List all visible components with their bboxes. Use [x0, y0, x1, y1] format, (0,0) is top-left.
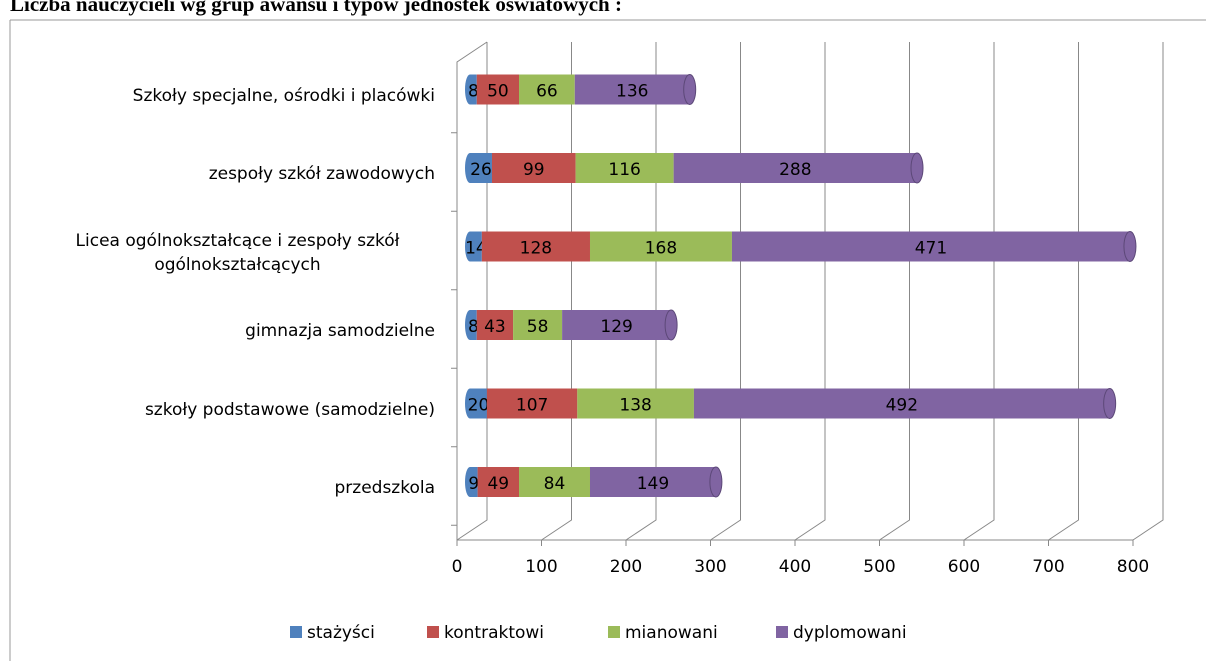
grid-line: [1132, 42, 1164, 541]
value-label: 129: [600, 317, 632, 337]
x-tick-label: 600: [948, 557, 980, 577]
value-label: 50: [487, 82, 509, 102]
bar-segment: [562, 310, 672, 340]
value-label: 136: [616, 82, 648, 102]
bar-cap-start: [465, 74, 475, 105]
value-label: 84: [544, 474, 566, 494]
bar-cap-end: [1123, 231, 1137, 262]
value-label: 43: [484, 317, 506, 337]
bar-segment: [470, 231, 482, 262]
bar-segment: [491, 153, 576, 183]
value-label: 9: [468, 474, 479, 494]
x-tick-label: 200: [610, 557, 642, 577]
grid-line: [541, 42, 572, 541]
legend-swatch: [290, 626, 302, 638]
value-label: 107: [516, 396, 548, 416]
x-tick-label: 500: [863, 557, 895, 577]
grid-line: [456, 42, 488, 541]
value-label: 8: [468, 317, 479, 337]
bar-segment: [589, 231, 732, 262]
x-tick-label: 300: [694, 557, 726, 577]
value-label: 492: [886, 396, 918, 416]
legend-swatch: [427, 626, 439, 638]
value-label: 8: [468, 82, 479, 102]
bar-segment: [693, 388, 1110, 419]
value-label: 138: [619, 396, 651, 416]
y-tick-label: przedszkola: [334, 478, 435, 498]
value-label: 471: [915, 239, 947, 259]
bar-cap-end: [709, 466, 723, 498]
value-label: 288: [779, 160, 811, 180]
grid-line: [1048, 42, 1079, 541]
legend-label: kontraktowi: [444, 623, 544, 643]
y-tick-label: szkoły podstawowe (samodzielne): [144, 399, 435, 420]
bar-segment: [519, 74, 575, 105]
grid-line: [879, 42, 910, 541]
legend-label: dyplomowani: [793, 623, 907, 643]
bar-segment: [470, 153, 492, 183]
bar-cap-end: [910, 152, 924, 184]
bar-segment: [519, 467, 590, 497]
bar-cap-start: [465, 153, 475, 183]
value-label: 14: [465, 239, 487, 259]
x-tick-label: 100: [525, 557, 557, 577]
value-label: 58: [527, 317, 549, 337]
bar-cap-start: [465, 231, 475, 262]
bar-segment: [589, 467, 716, 497]
bar-segment: [513, 310, 563, 340]
bar-cap-end: [1103, 388, 1117, 419]
bar-cap-start: [465, 388, 475, 419]
legend-label: stażyści: [307, 623, 375, 643]
legend-label: mianowani: [625, 623, 718, 643]
grid-line: [963, 42, 995, 541]
bar-cap-start: [465, 310, 475, 340]
bar-segment: [481, 231, 590, 262]
bar-segment: [476, 74, 520, 105]
bar-segment: [575, 153, 674, 183]
bar-segment: [486, 388, 578, 419]
y-tick-label: Szkoły specjalne, ośrodki i placówki: [132, 85, 435, 106]
grid-line: [710, 42, 741, 541]
axis-wall: [456, 41, 488, 540]
value-label: 128: [520, 239, 552, 259]
grid-line: [625, 42, 657, 541]
y-tick-label: Licea ogólnokształcące i zespoły szkół o…: [75, 230, 400, 275]
chart-title: Liczba nauczycieli wg grup awansu i typó…: [10, 0, 622, 16]
bar-segment: [477, 467, 520, 497]
x-tick-label: 800: [1117, 557, 1149, 577]
x-tick-label: 700: [1032, 557, 1064, 577]
bar-segment: [731, 231, 1130, 262]
bar-cap-start: [465, 467, 475, 497]
value-label: 66: [536, 82, 558, 102]
legend-swatch: [608, 626, 620, 638]
value-label: 49: [487, 474, 509, 494]
x-tick-label: 0: [452, 557, 463, 577]
y-tick-label: zespoły szkół zawodowych: [208, 164, 435, 184]
bar-segment: [574, 74, 690, 105]
value-label: 168: [645, 239, 677, 259]
x-tick-label: 400: [779, 557, 811, 577]
value-label: 20: [468, 396, 490, 416]
legend-swatch: [776, 626, 788, 638]
bar-segment: [577, 388, 694, 419]
bar-cap-end: [683, 74, 697, 105]
y-tick-label: gimnazja samodzielne: [245, 321, 435, 341]
bar-cap-end: [664, 309, 678, 341]
bar-segment: [673, 153, 918, 183]
value-label: 116: [608, 160, 640, 180]
bar-segment: [476, 310, 514, 340]
value-label: 149: [637, 474, 669, 494]
value-label: 26: [470, 160, 492, 180]
grid-line: [794, 42, 826, 541]
value-label: 99: [523, 160, 545, 180]
